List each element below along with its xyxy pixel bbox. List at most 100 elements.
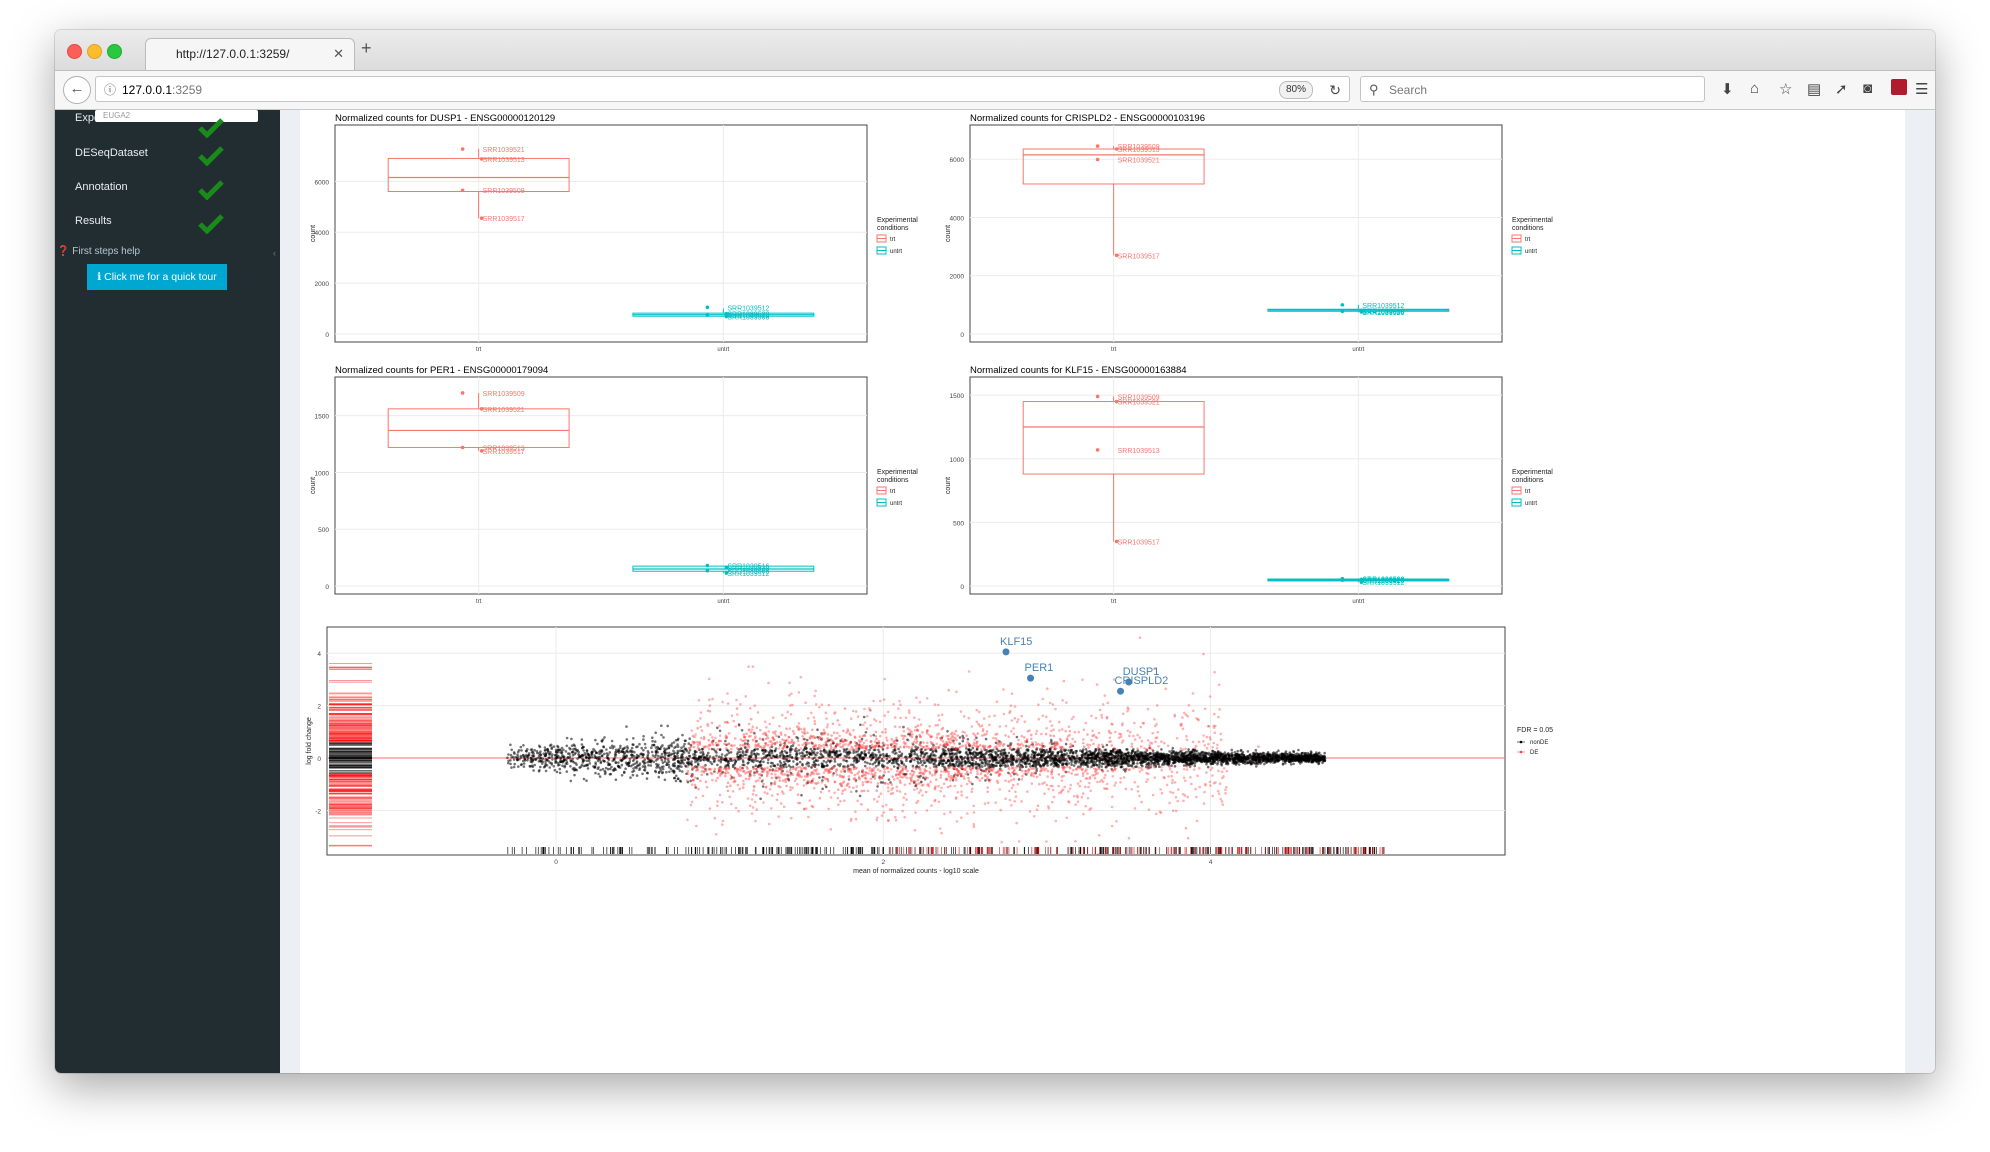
nonde-point: [526, 759, 529, 762]
nonde-point: [1288, 751, 1291, 754]
de-point: [783, 773, 787, 776]
data-point: [1095, 157, 1100, 162]
de-point: [781, 779, 785, 782]
de-point: [860, 789, 864, 793]
legend-entry: trt: [1525, 237, 1531, 243]
pocket-icon[interactable]: ◙: [1863, 80, 1873, 97]
sidebar-item-deseqdataset[interactable]: DESeqDataset: [75, 147, 148, 159]
bookmark-star-icon[interactable]: ☆: [1779, 81, 1793, 98]
menu-icon[interactable]: ☰: [1915, 81, 1929, 98]
new-tab-icon[interactable]: +: [361, 38, 372, 58]
nonde-point: [951, 759, 954, 763]
nonde-point: [761, 785, 765, 788]
nonde-point: [522, 762, 526, 765]
nonde-point: [1064, 742, 1068, 746]
nonde-point: [1149, 752, 1152, 755]
nonde-point: [1133, 758, 1136, 762]
de-point: [1064, 770, 1067, 774]
de-point: [915, 801, 918, 805]
de-point: [723, 721, 727, 724]
url-bar[interactable]: ⓘ 127.0.0.1:3259 80% ↻: [95, 76, 1350, 102]
de-point: [895, 742, 898, 746]
zoom-indicator[interactable]: 80%: [1278, 81, 1313, 99]
extension-icon[interactable]: [1891, 79, 1907, 95]
nonde-point: [738, 750, 742, 754]
nonde-point: [510, 748, 513, 752]
reading-list-icon[interactable]: ▤: [1807, 81, 1822, 98]
de-point: [949, 784, 952, 788]
close-window-button[interactable]: [67, 44, 82, 59]
nonde-point: [654, 731, 657, 734]
first-steps-help[interactable]: ❓ First steps help: [57, 246, 141, 257]
de-point: [903, 774, 907, 778]
back-arrow-icon[interactable]: ←: [63, 76, 91, 104]
nonde-point: [688, 754, 692, 758]
nonde-point: [895, 751, 898, 755]
nonde-point: [790, 756, 794, 760]
nonde-point: [832, 749, 835, 752]
de-point: [1035, 743, 1038, 747]
sample-label: SRR1039516: [727, 313, 769, 320]
info-icon[interactable]: ⓘ: [104, 83, 117, 97]
search-field[interactable]: ⚲ Search: [1360, 76, 1705, 102]
tab-close-icon[interactable]: ✕: [333, 46, 344, 61]
sidebar-item-results[interactable]: Results: [75, 215, 112, 227]
de-point: [836, 731, 839, 735]
nonde-point: [687, 751, 691, 754]
nonde-point: [630, 755, 634, 759]
send-icon[interactable]: ➚: [1835, 81, 1848, 98]
nonde-point: [855, 757, 858, 760]
sidebar-item-annotation[interactable]: Annotation: [75, 181, 128, 193]
de-point: [1038, 773, 1042, 776]
home-icon[interactable]: ⌂: [1750, 80, 1760, 97]
browser-tab[interactable]: http://127.0.0.1:3259/ ✕: [145, 38, 355, 70]
nonde-point: [617, 761, 620, 764]
nonde-point: [939, 754, 943, 758]
data-point: [724, 571, 729, 575]
nonde-point: [919, 741, 922, 744]
de-point: [947, 770, 950, 774]
de-point: [864, 774, 867, 777]
nonde-point: [663, 778, 667, 782]
sample-label: SRR1039520: [1362, 577, 1404, 584]
sidebar-item-hidden[interactable]: Expe: [75, 112, 101, 124]
nonde-point: [1102, 758, 1105, 761]
de-point: [735, 767, 738, 771]
nonde-point: [537, 770, 541, 773]
nonde-point: [605, 748, 608, 751]
y-axis-label: count: [945, 225, 952, 242]
de-point: [791, 740, 794, 743]
nonde-point: [649, 764, 653, 767]
zoom-window-button[interactable]: [107, 44, 122, 59]
sample-label: SRR1039509: [1118, 394, 1160, 401]
nonde-point: [882, 774, 885, 777]
reload-icon[interactable]: ↻: [1329, 82, 1341, 98]
nonde-point: [1011, 761, 1015, 765]
nonde-point: [605, 756, 609, 759]
de-point: [726, 771, 730, 774]
nonde-point: [594, 763, 597, 766]
quick-tour-button[interactable]: ℹ Click me for a quick tour: [87, 264, 227, 290]
nonde-point: [998, 740, 1001, 743]
de-point: [954, 729, 958, 733]
nonde-point: [1273, 752, 1277, 755]
nonde-point: [1200, 759, 1203, 762]
de-point: [850, 771, 853, 775]
nonde-point: [900, 752, 904, 755]
download-icon[interactable]: ⬇: [1721, 81, 1734, 98]
de-point: [1020, 769, 1024, 773]
minimize-window-button[interactable]: [87, 44, 102, 59]
de-point: [826, 737, 829, 740]
de-point: [884, 728, 887, 731]
nonde-point: [672, 741, 676, 744]
nonde-point: [506, 756, 509, 760]
collapse-chevron-icon[interactable]: ‹: [273, 248, 276, 258]
data-point: [1114, 147, 1119, 151]
nonde-point: [651, 736, 654, 739]
nonde-point: [970, 758, 974, 761]
sample-label: SRR1039508: [1362, 309, 1404, 316]
de-point: [969, 768, 973, 772]
de-point: [841, 745, 844, 749]
de-point: [873, 774, 877, 777]
nonde-point: [1202, 753, 1205, 757]
